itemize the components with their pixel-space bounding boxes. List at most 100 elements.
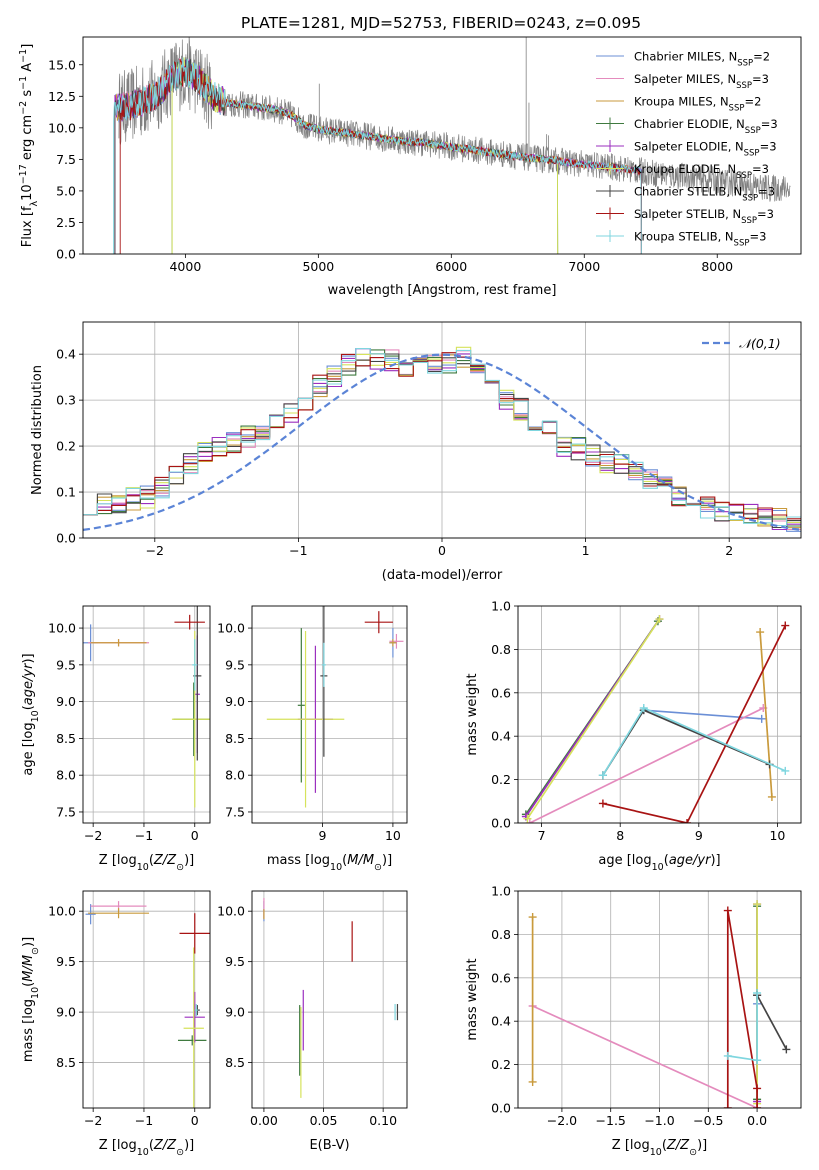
legend-label: Kroupa STELIB, NSSP=3 bbox=[634, 230, 766, 249]
x-tick-label: 0 bbox=[191, 828, 199, 843]
axes-frame bbox=[517, 890, 802, 1109]
label-part: ⊙ bbox=[374, 862, 382, 873]
weight-marker bbox=[598, 799, 607, 808]
weight-marker bbox=[723, 1104, 732, 1108]
x-tick-label: 1 bbox=[582, 543, 590, 558]
legend-label: Salpeter MILES, NSSP=3 bbox=[634, 72, 769, 91]
x-tick-label: −1 bbox=[135, 1113, 153, 1128]
legend-label-part: Salpeter STELIB, N bbox=[634, 207, 741, 221]
x-tick-label: −1 bbox=[289, 543, 307, 558]
x-axis-label: E(B-V) bbox=[309, 1138, 349, 1153]
weight-marker bbox=[528, 913, 537, 922]
label-part: ( bbox=[662, 1138, 667, 1153]
legend-label-part: Salpeter MILES, N bbox=[634, 72, 736, 86]
y-axis-label: Normed distribution bbox=[30, 365, 45, 495]
legend-label: Chabrier ELODIE, NSSP=3 bbox=[634, 117, 778, 136]
y-tick-label: 0.2 bbox=[491, 1057, 511, 1072]
weight-marker bbox=[753, 900, 762, 909]
label-part: )] bbox=[710, 853, 720, 868]
weight-series-line bbox=[602, 709, 770, 776]
y-axis-label: mass weight bbox=[465, 673, 480, 755]
label-part: ⊙ bbox=[176, 1147, 184, 1158]
label-part: )] bbox=[184, 1138, 194, 1153]
label-part: )] bbox=[184, 853, 194, 868]
weight-marker bbox=[753, 1056, 762, 1065]
mass-vs-ebv-panel: 0.00 0.05 0.10 8.5 9.0 9.5 10.0 E(B-V) bbox=[217, 890, 408, 1153]
y-tick-label: 9.5 bbox=[225, 657, 245, 672]
label-part: M/M bbox=[347, 853, 374, 868]
age-vs-mass-plot-area bbox=[266, 606, 404, 808]
y-tick-label: 0.0 bbox=[56, 531, 76, 546]
x-axis-label: wavelength [Angstrom, rest frame] bbox=[328, 283, 557, 298]
x-tick-label: 0.00 bbox=[250, 1113, 278, 1128]
y-tick-label: 0.8 bbox=[491, 642, 511, 657]
label-part: )] bbox=[21, 937, 36, 947]
residuals-plot-area bbox=[83, 346, 801, 532]
weight-marker bbox=[767, 792, 776, 801]
y-tick-label: 8.5 bbox=[56, 731, 76, 746]
x-axis-label: mass [log10(M/M⊙)] bbox=[267, 853, 392, 873]
weight-vs-Z-plot-area bbox=[528, 900, 791, 1108]
label-part: A bbox=[20, 63, 35, 76]
y-tick-label: 15.0 bbox=[48, 57, 76, 72]
legend-label-part: Chabrier MILES, N bbox=[634, 50, 737, 64]
label-part: mass [log bbox=[21, 999, 36, 1062]
y-tick-label: 2.5 bbox=[56, 215, 76, 230]
legend-label: Kroupa ELODIE, NSSP=3 bbox=[634, 162, 769, 181]
y-axis-label: mass [log10(M/M⊙)] bbox=[21, 937, 41, 1062]
legend-label: Salpeter STELIB, NSSP=3 bbox=[634, 207, 774, 226]
legend-label-part: SSP bbox=[736, 81, 752, 91]
label-part: ( bbox=[342, 853, 347, 868]
x-axis-label: age [log10(age/yr)] bbox=[598, 853, 720, 873]
label-part: −1 bbox=[18, 76, 29, 90]
label-part: 10 bbox=[30, 987, 41, 999]
label-part: Z/Z bbox=[153, 1138, 177, 1153]
label-part: 10 bbox=[650, 1147, 662, 1158]
y-tick-label: 0.3 bbox=[56, 393, 76, 408]
label-part: age/yr bbox=[669, 853, 712, 868]
axes-frame bbox=[82, 890, 211, 1109]
label-part: ( bbox=[664, 853, 669, 868]
residual-histogram-step bbox=[83, 352, 801, 520]
model-spectrum-line bbox=[113, 57, 642, 254]
axes-frame bbox=[517, 605, 802, 824]
legend-label-part: SSP bbox=[734, 239, 750, 249]
y-axis-label: Flux [fλ10−17 erg cm−2 s−1 A−1] bbox=[18, 44, 40, 248]
y-tick-label: 8.5 bbox=[56, 1055, 76, 1070]
legend-label-part: =3 bbox=[752, 72, 769, 86]
mass-vs-Z-panel: −2 −1 08.59.09.510.0Z [log10(Z/Z⊙)]mass [l… bbox=[21, 890, 211, 1158]
y-tick-label: 0.0 bbox=[56, 247, 76, 262]
x-tick-label: 0 bbox=[191, 1113, 199, 1128]
y-tick-label: 8.0 bbox=[56, 768, 76, 783]
x-tick-label: 0.10 bbox=[369, 1113, 397, 1128]
legend-label-part: SSP bbox=[736, 171, 752, 181]
label-part: Z [log bbox=[612, 1138, 650, 1153]
x-tick-label: −1 bbox=[135, 828, 153, 843]
spectrum-plot-area bbox=[113, 37, 791, 254]
y-tick-label: 0.0 bbox=[491, 816, 511, 831]
legend-label-part: =3 bbox=[758, 185, 775, 199]
y-tick-label: 7.5 bbox=[225, 804, 245, 819]
x-tick-label: 10 bbox=[385, 828, 401, 843]
axes-frame bbox=[82, 605, 211, 824]
legend-label-part: =2 bbox=[744, 95, 761, 109]
weight-series-line bbox=[756, 994, 788, 1050]
weight-marker bbox=[683, 819, 692, 823]
legend-label-part: Salpeter ELODIE, N bbox=[634, 140, 744, 154]
mass-vs-Z-plot-area bbox=[85, 901, 210, 1108]
label-part: )] bbox=[21, 653, 36, 663]
label-part: Z [log bbox=[99, 853, 137, 868]
y-tick-label: 9.0 bbox=[56, 1005, 76, 1020]
weight-marker bbox=[528, 1077, 537, 1086]
legend-label-part: =3 bbox=[761, 117, 778, 131]
x-axis-label: Z [log10(Z/Z⊙)] bbox=[99, 853, 194, 873]
legend-label-part: Chabrier STELIB, N bbox=[634, 185, 742, 199]
label-part: λ bbox=[29, 200, 40, 206]
spectrum-panel: 4000 5000 6000 7000 8000 0.0 2.5 5.0 7.5 10.0 12.5… bbox=[18, 36, 802, 298]
x-axis-label: (data-model)/error bbox=[382, 568, 503, 583]
legend-label-part: SSP bbox=[741, 216, 757, 226]
y-tick-label: 10.0 bbox=[48, 904, 76, 919]
y-tick-label: 9.0 bbox=[225, 694, 245, 709]
